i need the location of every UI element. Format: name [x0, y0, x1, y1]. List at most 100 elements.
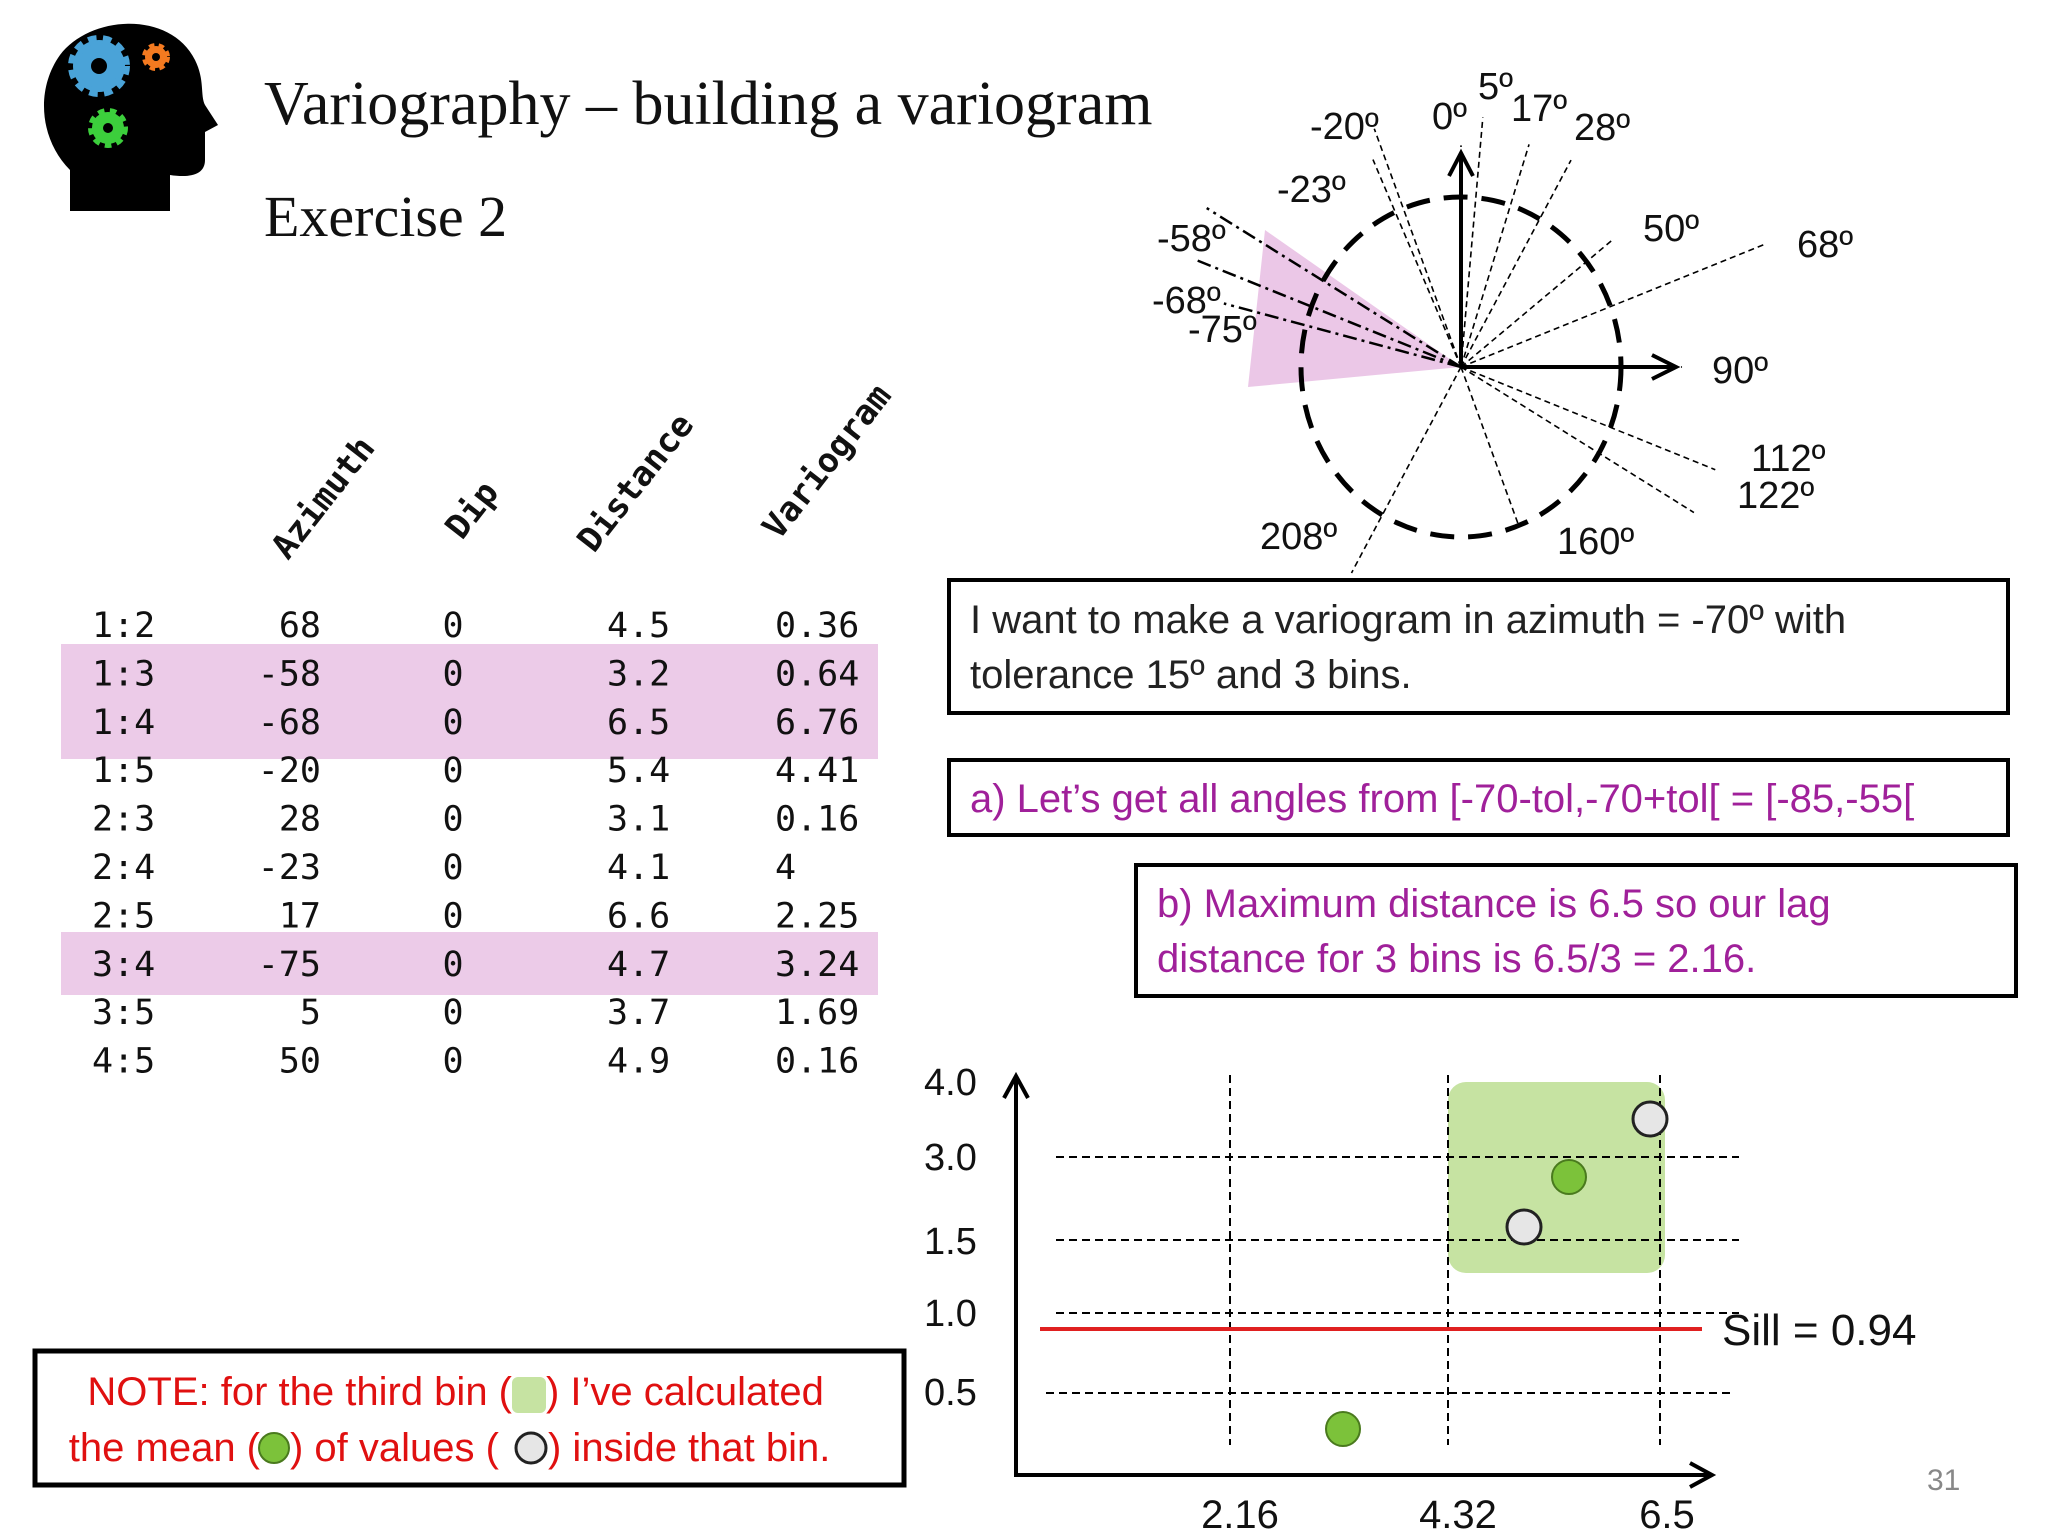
table-cell: 6.76	[775, 703, 859, 743]
step-b-text: b) Maximum distance is 6.5 so our lag	[1157, 882, 1831, 926]
y-tick-label: 4.0	[924, 1062, 977, 1104]
y-tick-label: 1.0	[924, 1293, 977, 1335]
table-cell: -68	[258, 703, 321, 743]
direction-label: -75º	[1188, 309, 1257, 351]
direction-label: 28º	[1574, 107, 1630, 149]
table-cell: 2:4	[92, 848, 155, 888]
direction-line	[1195, 258, 1462, 369]
table-cell: 1.69	[775, 993, 859, 1033]
east-arrowhead	[1651, 353, 1681, 381]
table-cell: 6.5	[607, 703, 670, 743]
column-header: Azimuth	[264, 429, 384, 567]
direction-label: 90º	[1712, 350, 1768, 392]
intro-box	[947, 578, 2010, 715]
plot-labels: 4.0 3.0 1.5 1.0 0.5 2.16 4.32 6.5	[924, 1062, 1695, 1536]
table-cell: 0.16	[775, 1042, 859, 1082]
table-cell: 4.7	[607, 945, 670, 985]
column-header: Distance	[570, 406, 702, 560]
direction-label: 122º	[1737, 475, 1814, 517]
table-cell: -23	[258, 848, 321, 888]
direction-line	[1460, 117, 1484, 368]
direction-line	[1460, 238, 1614, 368]
step-a-box	[947, 758, 2010, 837]
direction-label: -68º	[1152, 280, 1221, 322]
direction-label: 112º	[1751, 438, 1826, 480]
direction-line	[1460, 159, 1572, 368]
table-cell: 0	[442, 751, 463, 791]
x-tick-label: 2.16	[1201, 1493, 1279, 1536]
x-tick-label: 4.32	[1419, 1493, 1497, 1536]
table-cell: -20	[258, 751, 321, 791]
table-cell: 0	[442, 606, 463, 646]
page-number: 31	[1927, 1464, 1960, 1497]
direction-label: -20º	[1310, 106, 1379, 148]
value-swatch	[514, 1431, 548, 1465]
row-highlight	[61, 644, 878, 759]
direction-label: 68º	[1797, 224, 1853, 266]
north-arrowhead	[1447, 148, 1475, 177]
tolerance-wedge	[1248, 230, 1461, 387]
step-b-box	[1134, 863, 2018, 998]
direction-label: 50º	[1643, 208, 1699, 250]
mean-point	[1325, 1411, 1361, 1447]
table-cell: 4.1	[607, 848, 670, 888]
direction-label: 208º	[1260, 516, 1337, 558]
note-text: ) inside that bin.	[548, 1426, 830, 1470]
mean-swatch	[258, 1432, 290, 1464]
note-text: the mean (	[69, 1426, 261, 1470]
table-cell: 3:4	[92, 945, 155, 985]
table-cell: 0	[442, 800, 463, 840]
table-cell: 6.6	[607, 896, 670, 936]
table-cell: 28	[279, 800, 321, 840]
x-tick-label: 6.5	[1639, 1493, 1695, 1536]
table-cell: 0	[442, 896, 463, 936]
direction-label: 5º	[1478, 66, 1513, 108]
table-cell: 3.7	[607, 993, 670, 1033]
table-cell: -58	[258, 654, 321, 694]
table-cell: 1:4	[92, 703, 155, 743]
table-cell: 50	[279, 1042, 321, 1082]
y-tick-label: 0.5	[924, 1372, 977, 1414]
table-cell: 0	[442, 703, 463, 743]
table-cell: 0	[442, 654, 463, 694]
table-cell: 4.9	[607, 1042, 670, 1082]
direction-line	[1373, 128, 1462, 368]
table-cell: 2:5	[92, 896, 155, 936]
table-cell: 2:3	[92, 800, 155, 840]
table-cell: 3.1	[607, 800, 670, 840]
table-cell: 1:2	[92, 606, 155, 646]
direction-line	[1350, 366, 1462, 574]
direction-line	[1460, 144, 1530, 368]
value-point	[1631, 1100, 1669, 1138]
y-tick-label: 3.0	[924, 1137, 977, 1179]
direction-line	[1460, 366, 1716, 471]
value-point	[1505, 1208, 1543, 1246]
direction-line	[1460, 366, 1695, 514]
direction-line	[1460, 366, 1520, 527]
table-cell: -75	[258, 945, 321, 985]
direction-label: -23º	[1277, 169, 1346, 211]
y-arrow	[1002, 1071, 1030, 1099]
table-cell: 0.36	[775, 606, 859, 646]
table-cell: 0.16	[775, 800, 859, 840]
table-cell: 0	[442, 993, 463, 1033]
table-cell: 0	[442, 1042, 463, 1082]
table-cell: 0.64	[775, 654, 859, 694]
sill-label: Sill = 0.94	[1722, 1306, 1916, 1355]
step-a-text: a) Let’s get all angles from [-70-tol,-7…	[970, 777, 1914, 821]
direction-label: -58º	[1157, 218, 1226, 260]
note-text: NOTE: for the third bin (	[87, 1370, 512, 1414]
variogram-plot: Sill = 0.94	[1002, 1071, 1916, 1489]
intro-text: tolerance 15º and 3 bins.	[970, 653, 1412, 697]
table-cell: 4.5	[607, 606, 670, 646]
table-cell: 3:5	[92, 993, 155, 1033]
step-b-text: distance for 3 bins is 6.5/3 = 2.16.	[1157, 937, 1756, 981]
table-cell: 4.41	[775, 751, 859, 791]
table-cell: 1:3	[92, 654, 155, 694]
table-cell: 4	[775, 848, 796, 888]
direction-line	[1206, 207, 1462, 369]
direction-label: 0º	[1432, 96, 1467, 138]
intro-text: I want to make a variogram in azimuth = …	[970, 598, 1846, 642]
direction-line	[1223, 302, 1462, 369]
